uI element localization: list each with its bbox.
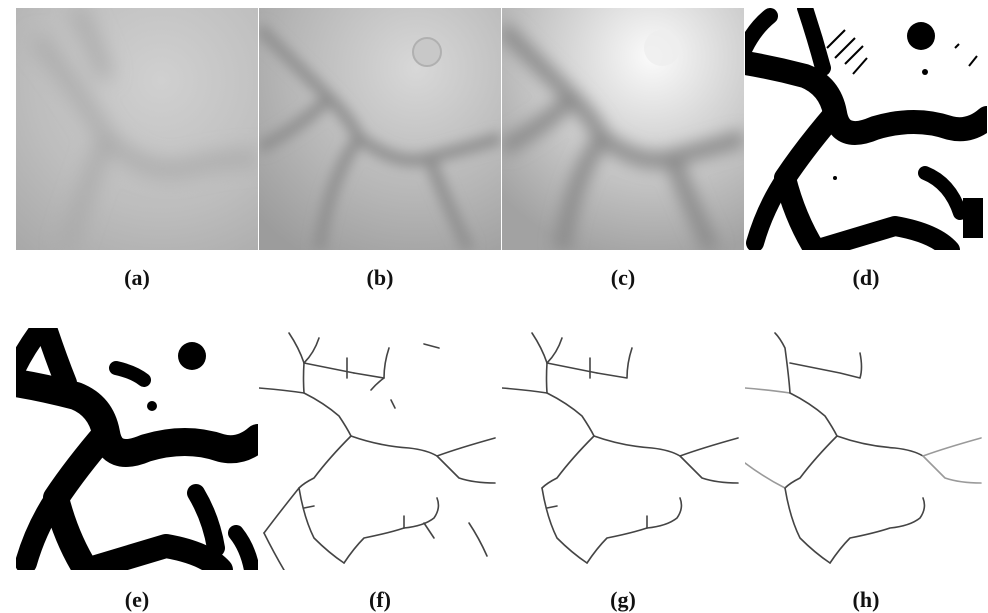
pruned-skeleton-graphic [502, 328, 744, 570]
panel-c-smoothed-image [502, 8, 744, 250]
caption-g: (g) [610, 587, 636, 612]
panel-b-enhanced-image [259, 8, 501, 250]
skeleton-graphic [259, 328, 501, 570]
panel-e-cleaned-mask [16, 328, 258, 570]
panel-a-raw-image [16, 8, 258, 250]
enhanced-image-graphic [259, 8, 501, 250]
raw-image-graphic [16, 8, 258, 250]
binary-segmentation-graphic [745, 8, 987, 250]
panel-f-skeleton [259, 328, 501, 570]
caption-f: (f) [369, 587, 391, 612]
caption-a: (a) [124, 265, 150, 290]
final-skeleton-graphic [745, 328, 987, 570]
cleaned-mask-graphic [16, 328, 258, 570]
caption-h: (h) [852, 587, 880, 612]
caption-d: (d) [852, 265, 880, 290]
caption-e: (e) [124, 587, 150, 612]
caption-c: (c) [610, 265, 636, 290]
smoothed-image-graphic [502, 8, 744, 250]
caption-b: (b) [366, 265, 394, 290]
panel-h-final-skeleton [745, 328, 987, 570]
panel-g-pruned-skeleton [502, 328, 744, 570]
panel-d-binary-segmentation [745, 8, 987, 250]
